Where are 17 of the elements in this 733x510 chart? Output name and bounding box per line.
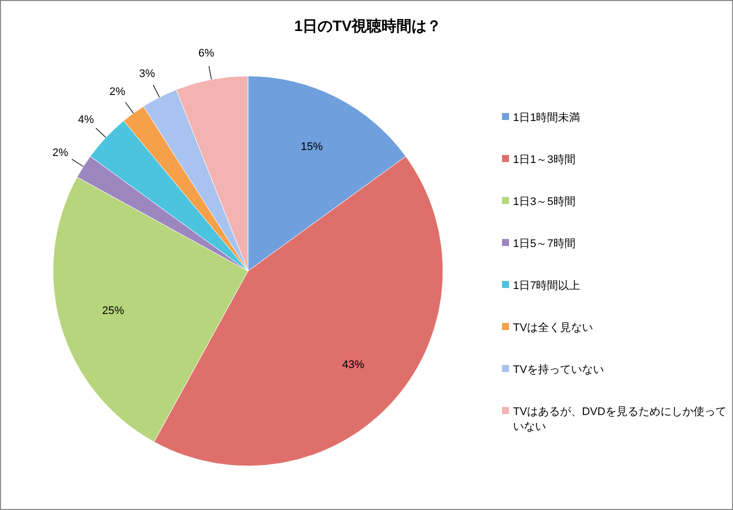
chart-title: 1日のTV視聴時間は？ [294,18,442,35]
legend-label: 1日7時間以上 [513,279,580,292]
data-label: 3% [139,68,156,80]
legend-label: TVはあるが、DVDを見るためにしか使っていない [513,406,726,433]
legend-label: 1日5～7時間 [513,237,576,250]
legend-label: 1日1～3時間 [513,153,576,166]
data-label: 15% [300,140,323,153]
legend-label: 1日3～5時間 [513,195,576,208]
legend-label: 1日1時間未満 [513,111,580,124]
data-label: 4% [78,114,94,126]
data-label: 2% [52,146,68,159]
data-label: 2% [109,86,126,98]
legend-label: TVを持っていない [513,364,604,376]
data-label: 6% [198,48,215,60]
legend-label: TVは全く見ない [513,322,594,334]
data-label: 43% [342,358,365,371]
data-label: 25% [102,305,124,318]
